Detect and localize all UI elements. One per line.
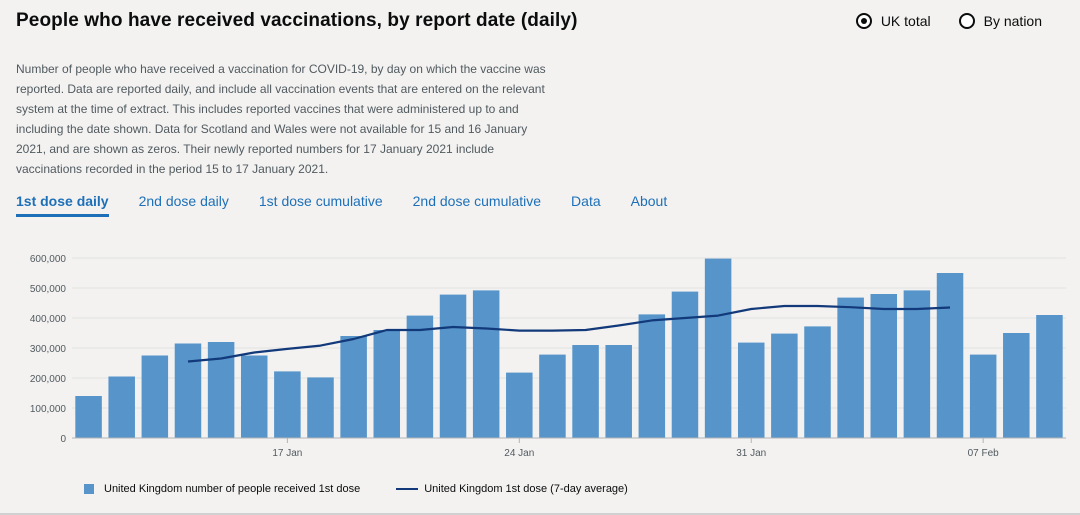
- bar: [638, 314, 666, 438]
- bar: [737, 342, 765, 438]
- bar: [406, 315, 434, 438]
- bar: [771, 333, 798, 438]
- chart-legend: United Kingdom number of people received…: [84, 483, 628, 495]
- y-tick-label: 600,000: [30, 254, 67, 265]
- bar: [274, 371, 301, 438]
- radio-uk-total[interactable]: UK total: [855, 13, 931, 29]
- x-tick-label: 07 Feb: [968, 448, 1000, 459]
- y-tick-label: 300,000: [30, 344, 67, 355]
- y-tick-label: 500,000: [30, 284, 67, 295]
- radio-checked-icon[interactable]: [855, 13, 872, 29]
- radio-by-nation-label: By nation: [983, 13, 1042, 29]
- x-tick-label: 17 Jan: [272, 448, 302, 459]
- x-tick-label: 24 Jan: [504, 448, 534, 459]
- bar: [240, 355, 268, 438]
- legend-bar-label: United Kingdom number of people received…: [104, 483, 361, 495]
- bar: [174, 343, 202, 438]
- bar: [804, 326, 831, 438]
- bar: [439, 294, 467, 438]
- radio-unchecked-icon[interactable]: [958, 13, 975, 29]
- bar: [704, 258, 732, 438]
- bar: [572, 345, 599, 438]
- bar: [373, 330, 401, 438]
- vaccination-chart: 0 100,000 200,000 300,000 400,000 500,000 600,…: [30, 254, 1066, 459]
- chart-tabs: 1st dose daily 2nd dose daily 1st dose c…: [16, 193, 667, 217]
- bar: [936, 273, 964, 438]
- y-tick-label: 200,000: [30, 374, 67, 385]
- bar: [969, 354, 997, 438]
- chart-description: Number of people who have received a vac…: [16, 62, 546, 176]
- page-title: People who have received vaccinations, b…: [16, 10, 578, 31]
- bar: [141, 355, 169, 438]
- bar: [75, 396, 102, 438]
- view-toggle: UK total By nation: [855, 13, 1042, 29]
- bar: [837, 297, 864, 438]
- bar: [870, 294, 898, 438]
- divider: [0, 513, 1080, 515]
- tab-data[interactable]: Data: [571, 193, 601, 209]
- legend-line-label: United Kingdom 1st dose (7-day average): [424, 483, 628, 495]
- bar: [1003, 333, 1030, 438]
- average-line: [187, 304, 951, 363]
- bar: [307, 377, 334, 438]
- y-tick-label: 100,000: [30, 404, 67, 415]
- y-tick-label: 0: [60, 434, 66, 445]
- bar: [108, 376, 135, 438]
- bar: [539, 354, 566, 438]
- legend-line-swatch-icon: [396, 488, 419, 490]
- bar: [1036, 315, 1063, 438]
- tab-1st-dose-cumulative[interactable]: 1st dose cumulative: [258, 193, 383, 209]
- legend-bar-swatch-icon: [84, 484, 94, 494]
- tab-1st-dose-daily[interactable]: 1st dose daily: [16, 193, 109, 217]
- bar: [903, 290, 931, 438]
- tab-about[interactable]: About: [630, 193, 668, 209]
- y-tick-label: 400,000: [30, 314, 67, 325]
- radio-by-nation[interactable]: By nation: [958, 13, 1042, 29]
- tab-2nd-dose-daily[interactable]: 2nd dose daily: [138, 193, 229, 209]
- bar: [340, 336, 367, 438]
- bar: [605, 345, 632, 438]
- x-tick-label: 31 Jan: [736, 448, 766, 459]
- tab-2nd-dose-cumulative[interactable]: 2nd dose cumulative: [412, 193, 542, 209]
- radio-uk-total-label: UK total: [880, 13, 931, 29]
- bar: [671, 291, 699, 438]
- bar: [472, 290, 500, 438]
- bar: [506, 372, 533, 438]
